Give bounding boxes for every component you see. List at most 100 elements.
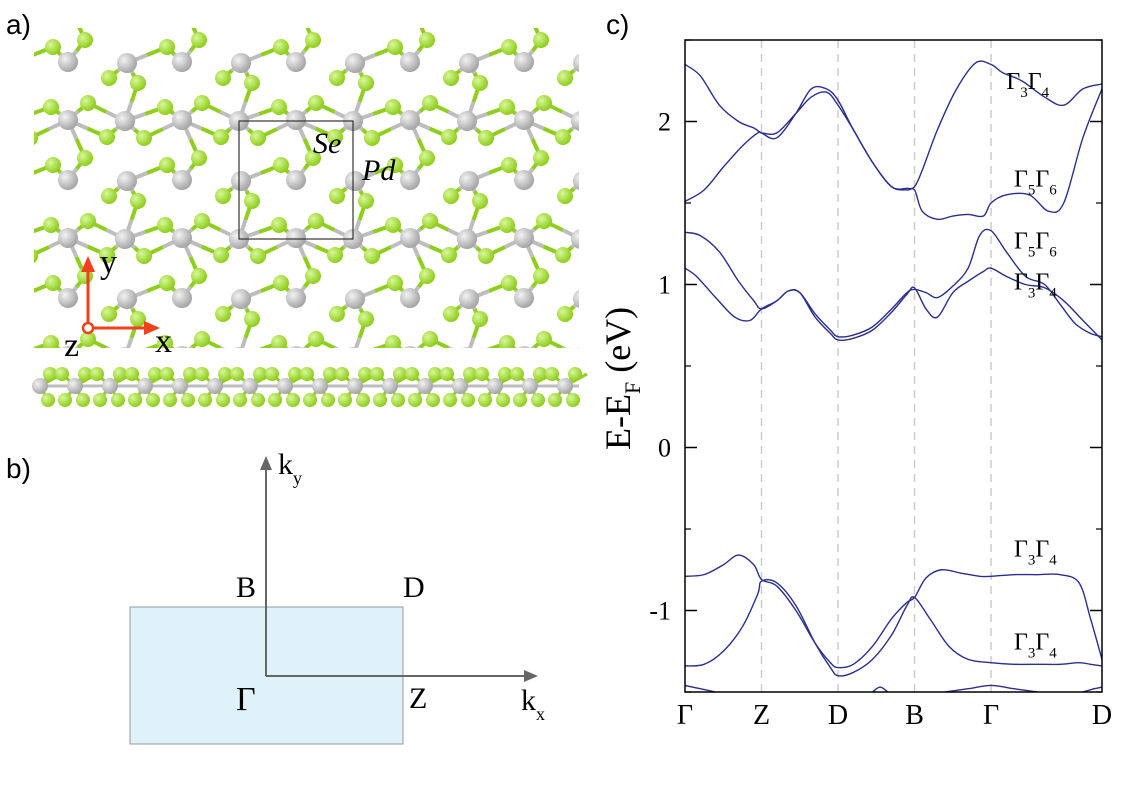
se-atom	[729, 511, 745, 527]
se-atom	[761, 504, 777, 520]
se-atom	[501, 39, 517, 55]
se-atom	[615, 157, 631, 173]
pd-atom-side	[312, 378, 328, 394]
se-atom	[727, 217, 743, 233]
pd-atom	[229, 465, 249, 485]
pd-atom	[286, 110, 306, 130]
se-atom-side	[303, 393, 317, 407]
se-atom	[533, 268, 549, 284]
pd-atom	[573, 407, 593, 427]
se-atom	[364, 12, 380, 28]
se-atom	[273, 39, 289, 55]
se-atom	[785, 70, 801, 86]
se-atom	[16, 311, 32, 327]
y-tick-label: 0	[658, 434, 671, 463]
pd-atom	[3, 171, 23, 191]
se-atom-side	[41, 393, 55, 407]
se-atom	[191, 504, 207, 520]
se-atom	[441, 483, 457, 499]
se-atom	[80, 449, 96, 465]
se-atom	[358, 429, 374, 445]
pd-atom	[628, 0, 648, 12]
se-atom	[422, 213, 438, 229]
se-atom-side	[463, 367, 477, 381]
se-atom	[783, 247, 799, 263]
se-atom	[327, 11, 343, 27]
pd-atom	[573, 289, 593, 309]
se-atom	[244, 311, 260, 327]
se-atom-side	[426, 393, 440, 407]
pd-atom	[58, 228, 78, 248]
se-atom	[194, 449, 210, 465]
pd-atom	[115, 0, 135, 13]
pd-atom	[117, 407, 137, 427]
pd-atom	[685, 0, 705, 13]
se-atom	[727, 453, 743, 469]
se-atom-side	[533, 367, 547, 381]
se-atom-side	[113, 367, 127, 381]
se-atom-side	[148, 367, 162, 381]
se-atom	[22, 248, 38, 264]
se-atom	[43, 335, 59, 351]
irrep-annotation: Γ3Γ4	[1014, 537, 1057, 569]
se-atom	[157, 453, 173, 469]
pd-atom	[400, 228, 420, 248]
pd-atom	[573, 53, 593, 73]
se-atom	[43, 217, 59, 233]
se-atom	[215, 188, 231, 204]
se-atom	[729, 393, 745, 409]
pd-atom	[286, 406, 306, 426]
se-atom	[101, 306, 117, 322]
se-atom	[499, 571, 515, 587]
se-atom	[305, 504, 321, 520]
se-atom	[215, 542, 231, 558]
pd-atom	[457, 111, 477, 131]
se-atom-side	[125, 367, 139, 381]
pd-atom	[628, 288, 648, 308]
band-line-5	[685, 580, 1102, 676]
point-d-label: D	[403, 571, 425, 604]
se-atom	[422, 449, 438, 465]
se-atom	[213, 11, 229, 27]
se-atom	[472, 547, 488, 563]
pd-atom	[58, 110, 78, 130]
se-atom	[727, 335, 743, 351]
se-atom	[700, 547, 716, 563]
se-atom	[729, 39, 745, 55]
se-atom	[729, 157, 745, 173]
se-atom-side	[548, 393, 562, 407]
pd-atom	[459, 171, 479, 191]
se-atom	[443, 424, 459, 440]
se-atom	[700, 429, 716, 445]
se-atom	[215, 306, 231, 322]
pd-atom	[117, 289, 137, 309]
se-atom	[615, 39, 631, 55]
se-atom	[783, 483, 799, 499]
se-atom	[669, 483, 685, 499]
se-atom-side	[461, 393, 475, 407]
se-atom-side	[496, 393, 510, 407]
se-atom	[499, 335, 515, 351]
se-atom	[586, 75, 602, 91]
se-atom	[499, 99, 515, 115]
se-atom	[130, 547, 146, 563]
se-atom	[387, 275, 403, 291]
x-tick-label: B	[905, 700, 924, 731]
pd-atom	[571, 0, 591, 13]
se-atom-side	[58, 393, 72, 407]
pd-atom	[514, 464, 534, 484]
se-atom-side	[356, 393, 370, 407]
se-atom	[358, 193, 374, 209]
pd-atom	[400, 0, 420, 12]
pd-atom	[459, 407, 479, 427]
panel-b-label: b)	[6, 453, 31, 484]
se-atom	[536, 567, 552, 583]
se-atom-side	[286, 393, 300, 407]
se-atom	[783, 11, 799, 27]
se-atom	[329, 188, 345, 204]
se-atom	[615, 275, 631, 291]
se-atom	[101, 188, 117, 204]
se-atom	[669, 365, 685, 381]
se-atom	[77, 150, 93, 166]
se-atom	[669, 247, 685, 263]
